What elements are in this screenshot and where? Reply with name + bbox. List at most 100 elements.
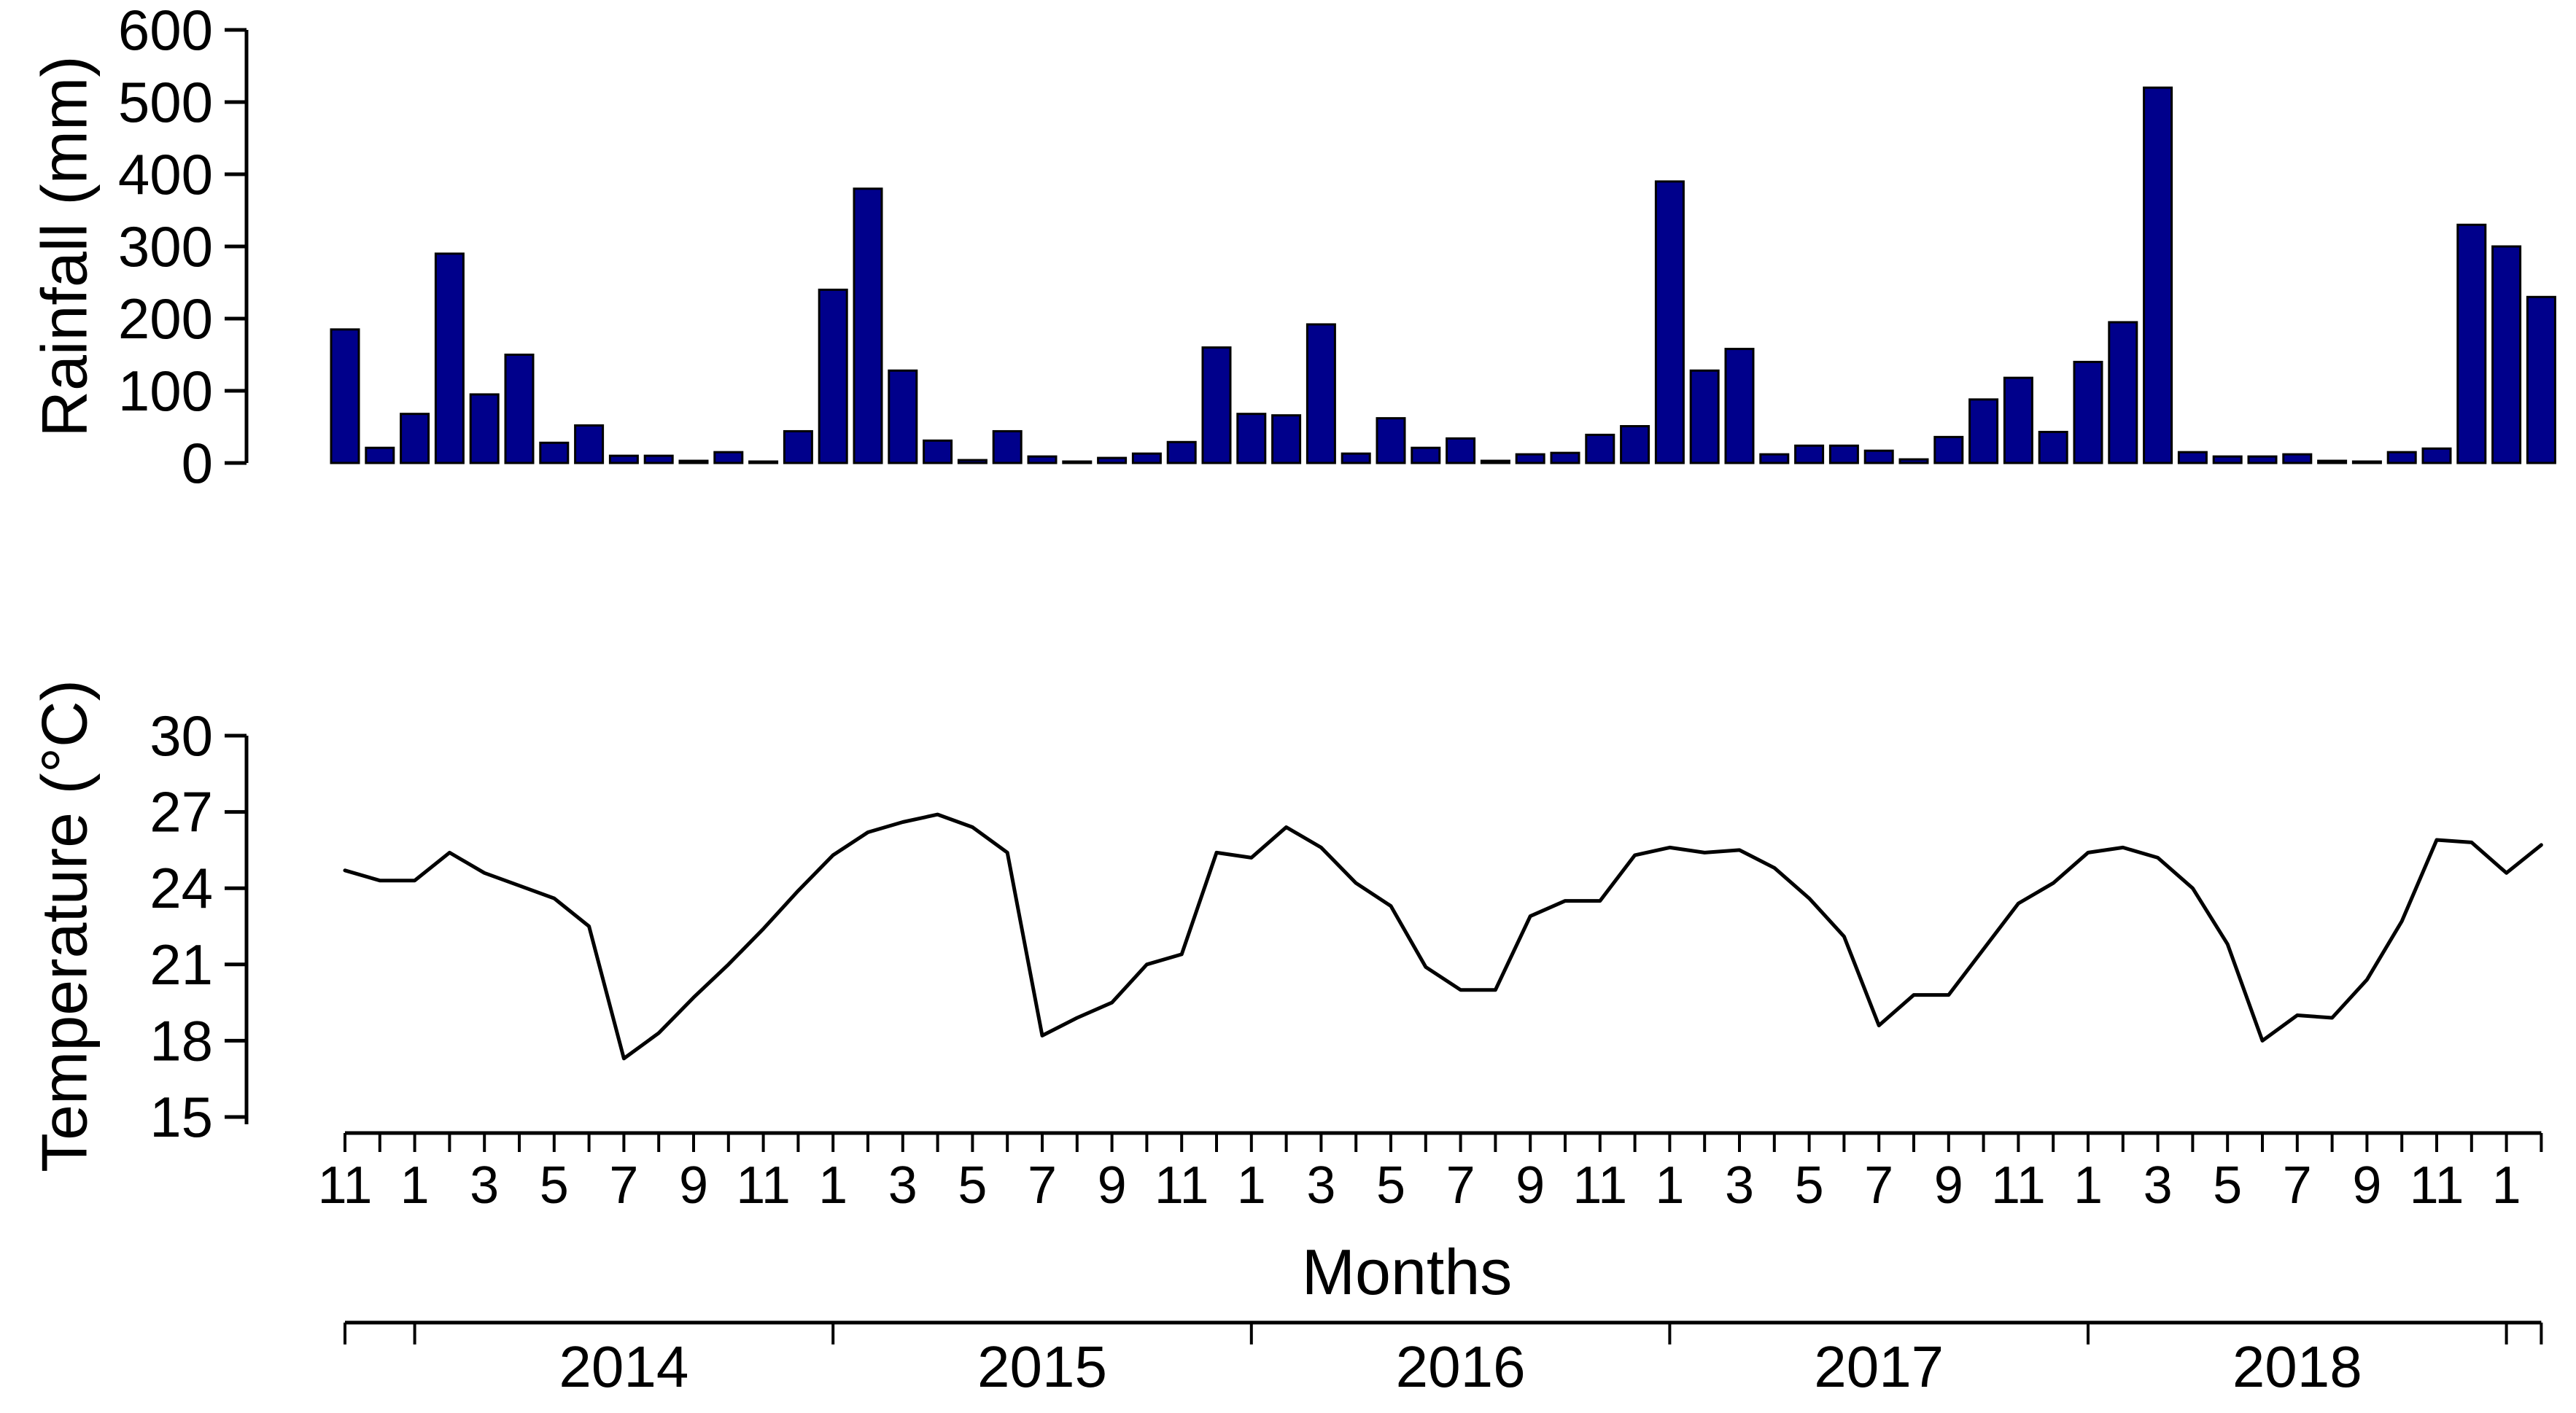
rainfall-bar bbox=[1898, 458, 1929, 464]
rainfall-bar bbox=[1689, 369, 1720, 464]
rainfall-bar bbox=[957, 459, 988, 464]
rainfall-bar bbox=[330, 328, 360, 464]
month-tick-label: 1 bbox=[400, 1156, 430, 1215]
rainfall-bar bbox=[1550, 451, 1580, 464]
rainfall-bar bbox=[2456, 223, 2487, 464]
rainfall-bar bbox=[504, 354, 535, 464]
month-tick-label: 1 bbox=[2492, 1156, 2521, 1215]
month-tick-label: 9 bbox=[679, 1156, 708, 1215]
month-tick-label: 11 bbox=[1991, 1156, 2046, 1215]
rainfall-bar bbox=[853, 187, 883, 464]
month-tick-label: 11 bbox=[318, 1156, 373, 1215]
rainfall-bar bbox=[1097, 456, 1128, 464]
month-tick-label: 7 bbox=[609, 1156, 638, 1215]
rainfall-y-tick-label: 400 bbox=[118, 142, 213, 206]
temperature-chart: 15 18 21 24 27 30 bbox=[150, 704, 2543, 1149]
month-tick-label: 1 bbox=[1237, 1156, 1266, 1215]
rainfall-bar bbox=[1062, 460, 1093, 464]
rainfall-bar bbox=[574, 424, 605, 464]
rainfall-bar bbox=[1620, 425, 1650, 464]
rainfall-bar bbox=[748, 460, 779, 464]
month-tick-label: 3 bbox=[1306, 1156, 1335, 1215]
temperature-y-tick-label: 24 bbox=[150, 856, 213, 920]
rainfall-bar bbox=[1654, 180, 1685, 464]
month-tick-label: 9 bbox=[1934, 1156, 1963, 1215]
rainfall-bar bbox=[1131, 452, 1162, 464]
rainfall-bar bbox=[1411, 446, 1441, 464]
rainfall-bar bbox=[434, 252, 465, 464]
rainfall-bar bbox=[469, 393, 500, 464]
temperature-y-axis-title: Temperature (°C) bbox=[28, 680, 100, 1172]
month-tick-label: 1 bbox=[818, 1156, 847, 1215]
month-tick-label: 3 bbox=[470, 1156, 499, 1215]
month-tick-label: 5 bbox=[958, 1156, 987, 1215]
rainfall-bar bbox=[1201, 346, 1232, 464]
rainfall-bar bbox=[2282, 453, 2313, 464]
month-tick-label: 5 bbox=[540, 1156, 569, 1215]
rainfall-bar bbox=[2526, 295, 2556, 464]
month-tick-label: 1 bbox=[1655, 1156, 1684, 1215]
rainfall-bar bbox=[643, 454, 674, 464]
rainfall-y-tick-label: 100 bbox=[118, 359, 213, 423]
temperature-line bbox=[343, 812, 2543, 1061]
rainfall-bar bbox=[1515, 453, 1545, 464]
month-tick-label: 9 bbox=[1516, 1156, 1545, 1215]
rainfall-chart: 0 100 200 300 400 500 600 bbox=[118, 0, 2556, 495]
rainfall-y-tick-label: 200 bbox=[118, 287, 213, 351]
rainfall-bar bbox=[1166, 440, 1197, 464]
month-tick-label: 9 bbox=[1098, 1156, 1127, 1215]
rainfall-bar bbox=[2317, 459, 2348, 464]
temperature-y-tick-label: 15 bbox=[150, 1085, 213, 1149]
rainfall-y-tick-label: 600 bbox=[118, 0, 213, 62]
month-tick-label: 3 bbox=[2144, 1156, 2173, 1215]
rainfall-bar bbox=[2247, 455, 2278, 464]
rainfall-bar bbox=[2177, 451, 2208, 464]
rainfall-bar bbox=[1480, 459, 1510, 464]
temperature-y-tick-label: 21 bbox=[150, 933, 213, 997]
month-tick-label: 11 bbox=[2410, 1156, 2464, 1215]
month-tick-label: 11 bbox=[1572, 1156, 1627, 1215]
rainfall-bar bbox=[539, 441, 570, 464]
rainfall-bar bbox=[818, 288, 848, 464]
rainfall-bar bbox=[923, 439, 953, 464]
rainfall-bar bbox=[783, 429, 813, 464]
month-tick-label: 11 bbox=[736, 1156, 791, 1215]
month-tick-label: 5 bbox=[1795, 1156, 1824, 1215]
rainfall-bar bbox=[1759, 453, 1790, 464]
rainfall-y-tick-label: 500 bbox=[118, 70, 213, 134]
rainfall-y-tick-label: 300 bbox=[118, 214, 213, 279]
rainfall-bar bbox=[400, 413, 430, 464]
rainfall-bar bbox=[713, 451, 744, 464]
rainfall-bar bbox=[888, 369, 918, 464]
year-label: 2018 bbox=[2232, 1334, 2362, 1399]
rainfall-bar bbox=[1585, 433, 1615, 464]
month-tick-label: 9 bbox=[2352, 1156, 2381, 1215]
rainfall-bar bbox=[1863, 449, 1894, 464]
rainfall-bar bbox=[1724, 348, 1755, 464]
rainfall-bar bbox=[1027, 455, 1058, 464]
month-tick-label: 7 bbox=[1028, 1156, 1057, 1215]
month-tick-label: 7 bbox=[1446, 1156, 1475, 1215]
month-tick-label: 11 bbox=[1155, 1156, 1209, 1215]
rainfall-bar bbox=[2491, 245, 2522, 464]
rainfall-bar bbox=[2421, 447, 2452, 464]
rainfall-y-tick-label: 0 bbox=[182, 431, 213, 495]
month-tick-label: 7 bbox=[2283, 1156, 2312, 1215]
rainfall-bar bbox=[1341, 452, 1371, 464]
temperature-y-tick-label: 30 bbox=[150, 704, 213, 768]
rainfall-bar bbox=[1828, 444, 1859, 464]
rainfall-bar bbox=[2108, 321, 2138, 464]
year-axis: 2014 2015 2016 2017 2018 bbox=[344, 1320, 2543, 1399]
month-axis: 11 1 3 5 7 9 11 1 3 5 7 9 11 1 3 5 7 9 11 1 3 5 7 9 11 1 3 5 7 9 11 1 bbox=[318, 1131, 2543, 1215]
year-label: 2014 bbox=[559, 1334, 688, 1399]
rainfall-bar bbox=[1271, 414, 1302, 464]
month-tick-label: 5 bbox=[1376, 1156, 1405, 1215]
rainfall-bar bbox=[1306, 323, 1336, 464]
rainfall-bar bbox=[365, 446, 395, 464]
month-tick-label: 1 bbox=[2073, 1156, 2103, 1215]
rainfall-bar bbox=[1236, 413, 1267, 464]
rainfall-y-axis-title: Rainfall (mm) bbox=[28, 55, 100, 437]
x-axis-title: Months bbox=[1302, 1236, 1513, 1308]
